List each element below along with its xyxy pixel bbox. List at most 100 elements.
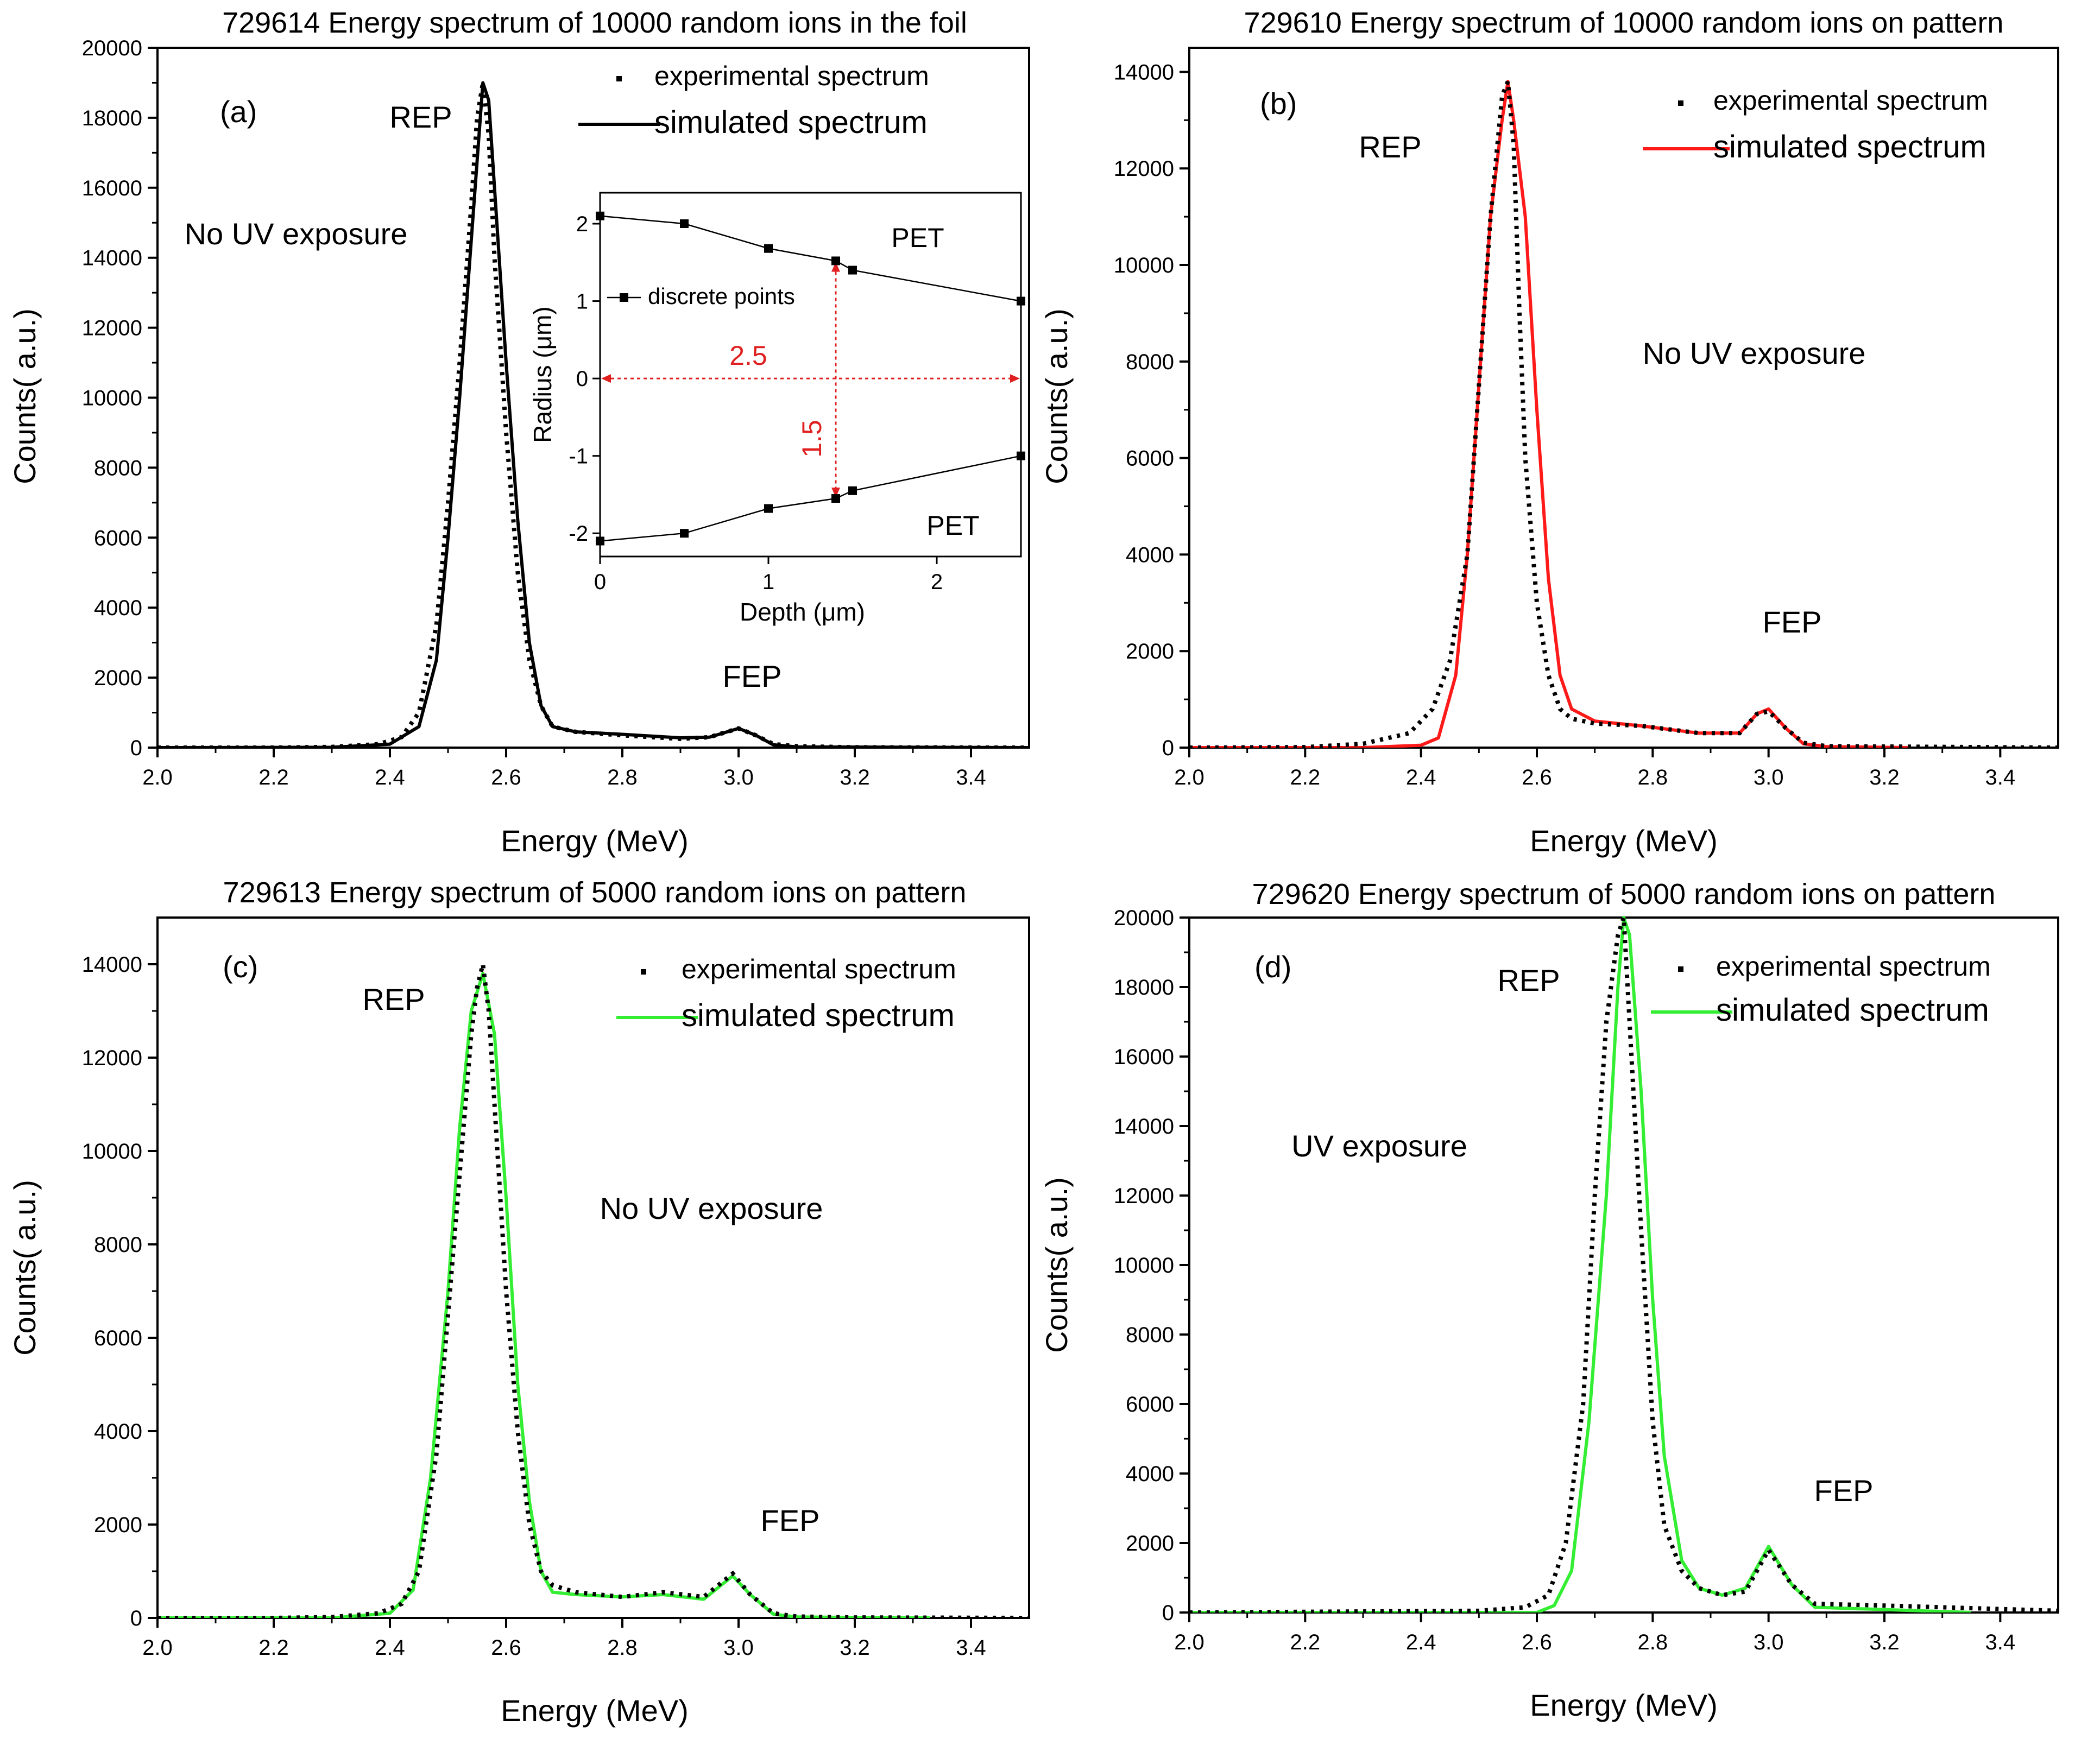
x-tick-label: 2.4 [375,1636,405,1660]
y-tick-label: 16000 [82,176,142,200]
inset-frame [599,192,1022,558]
y-axis-label: Counts( a.u.) [1039,1177,1074,1353]
y-axis-label: Counts( a.u.) [1039,308,1074,484]
y-tick-label: 4000 [1126,1462,1174,1486]
inset-x-tick-label: 2 [931,570,943,594]
inset-lower-point [764,504,773,513]
inset-lower-point [831,494,840,503]
y-tick-label: 8000 [1126,1323,1174,1347]
legend-label-experimental: experimental spectrum [654,61,929,91]
x-tick-label: 2.0 [1174,766,1204,789]
legend-label-experimental: experimental spectrum [1713,85,1988,116]
legend-label-experimental: experimental spectrum [1716,951,1991,982]
x-tick-label: 3.4 [956,766,986,789]
experimental-spectrum-line [157,964,1029,1618]
y-tick-label: 10000 [1114,1254,1174,1278]
inset-y-tick-label: -1 [569,445,588,469]
y-tick-label: 14000 [1114,60,1174,84]
y-axis-label: Counts( a.u.) [8,1180,42,1356]
y-tick-label: 4000 [94,596,142,620]
condition-annotation: No UV exposure [1643,336,1866,370]
x-tick-label: 2.2 [1290,1630,1321,1654]
y-tick-label: 2000 [1126,640,1174,663]
x-tick-label: 2.6 [1522,1630,1552,1654]
condition-annotation: UV exposure [1291,1129,1467,1163]
y-tick-label: 2000 [94,1513,142,1537]
y-tick-label: 4000 [1126,543,1174,567]
y-axis-label: Counts( a.u.) [8,308,42,484]
plot-frame [1188,47,2059,749]
rep-peak-annotation: REP [1497,963,1560,997]
y-tick-label: 8000 [1126,350,1174,374]
inset-y-tick-label: -2 [569,522,588,546]
legend-marker-experimental [616,76,622,81]
x-tick-label: 3.4 [1985,1630,2016,1654]
y-tick-label: 18000 [1114,976,1174,1000]
inset-depth-dimension: 2.5 [729,340,767,371]
x-tick-label: 2.8 [607,766,638,789]
y-tick-label: 12000 [1114,1184,1174,1208]
x-tick-label: 3.2 [1869,766,1900,789]
y-tick-label: 2000 [94,666,142,690]
inset-upper-point [831,256,840,265]
experimental-spectrum-line [1189,80,2058,748]
y-tick-label: 20000 [82,36,142,60]
fep-peak-annotation: FEP [723,659,782,693]
inset-lower-point [848,486,857,495]
legend-label-simulated: simulated spectrum [682,998,955,1033]
x-tick-label: 2.2 [1290,766,1321,789]
legend-label-simulated: simulated spectrum [1716,992,1989,1028]
y-tick-label: 0 [130,1607,142,1630]
inset-upper-point [848,265,857,275]
plot-frame [156,916,1030,1619]
rep-peak-annotation: REP [1359,130,1421,164]
inset-lower-material-label: PET [926,510,979,541]
x-axis-label: Energy (MeV) [1530,1688,1717,1722]
legend-marker-experimental [641,969,646,975]
y-tick-label: 4000 [94,1420,142,1444]
inset-upper-boundary-line [600,215,1021,302]
x-tick-label: 2.4 [1406,1630,1436,1654]
y-tick-label: 8000 [94,1233,142,1257]
x-tick-label: 2.2 [258,766,289,789]
x-tick-label: 3.0 [1754,1630,1784,1654]
inset-y-tick-label: 2 [576,212,588,236]
y-tick-label: 12000 [82,317,142,340]
inset-lower-point [680,529,689,538]
panel-label: (c) [223,950,258,984]
y-tick-label: 12000 [82,1046,142,1070]
chart-title: 729620 Energy spectrum of 5000 random io… [1252,878,1996,910]
y-tick-label: 6000 [1126,447,1174,471]
inset-chart: 0 1 2 -2 -1 0 1 2 Depth (μm) Radius (μm) 2.5 1.5 dis… [528,192,1025,626]
inset-depth-arrowhead-right [1010,374,1020,383]
y-tick-label: 2000 [1126,1532,1174,1555]
condition-annotation: No UV exposure [600,1191,823,1225]
y-tick-label: 12000 [1114,157,1174,181]
inset-upper-point [596,211,604,220]
x-tick-label: 2.4 [1406,766,1436,789]
panel-label: (b) [1260,86,1297,121]
inset-lower-point [1017,451,1025,460]
x-tick-label: 2.6 [491,1636,521,1660]
y-tick-label: 10000 [1114,254,1174,277]
x-tick-label: 2.0 [1174,1630,1204,1654]
x-tick-label: 2.0 [142,1636,173,1660]
chart-panel-d: 2.0 2.2 2.4 2.6 2.8 3.0 3.2 3.4 0 2000 4000 6000 800… [1039,878,2059,1722]
x-axis-label: Energy (MeV) [501,824,688,858]
x-tick-label: 3.2 [840,766,870,789]
y-tick-label: 14000 [1114,1115,1174,1139]
y-tick-label: 6000 [94,1326,142,1350]
fep-peak-annotation: FEP [1763,605,1822,639]
rep-peak-annotation: REP [389,100,452,134]
y-tick-label: 16000 [1114,1045,1174,1069]
inset-y-axis-label: Radius (μm) [528,306,557,442]
chart-panel-b: 2.0 2.2 2.4 2.6 2.8 3.0 3.2 3.4 0 2000 4000 6000 800… [1039,7,2059,858]
inset-legend-label: discrete points [648,283,795,309]
inset-x-tick-label: 1 [762,570,774,594]
simulated-spectrum-line [1189,916,1972,1612]
x-tick-label: 2.2 [258,1636,289,1660]
y-tick-label: 14000 [82,246,142,270]
inset-upper-point [680,219,689,229]
inset-upper-point [764,244,773,253]
